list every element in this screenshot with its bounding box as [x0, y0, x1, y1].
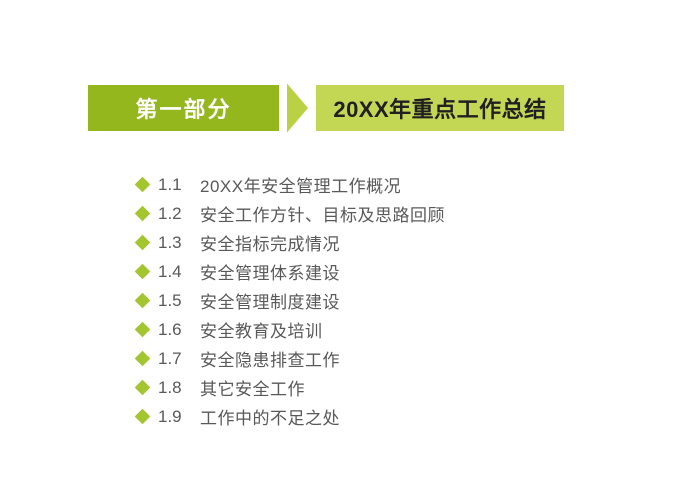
- toc-item-title: 安全指标完成情况: [200, 235, 340, 254]
- toc-item-number: 1.2: [158, 203, 182, 223]
- toc-item-number: 1.8: [158, 377, 182, 397]
- toc-item-number: 1.4: [158, 261, 182, 281]
- section-title-label: 20XX年重点工作总结: [333, 97, 547, 122]
- diamond-bullet-icon: [134, 292, 151, 309]
- toc-item-number: 1.1: [158, 174, 182, 194]
- toc-item-title: 安全管理制度建设: [200, 293, 340, 312]
- toc-item-title: 安全工作方针、目标及思路回顾: [200, 206, 445, 225]
- section-title-box: 20XX年重点工作总结: [316, 85, 564, 131]
- toc-item: 1.7 安全隐患排查工作: [134, 344, 445, 373]
- toc-item-number: 1.6: [158, 319, 182, 339]
- toc-item-title: 其它安全工作: [200, 380, 305, 399]
- toc-item: 1.9 工作中的不足之处: [134, 402, 445, 431]
- toc-item: 1.6 安全教育及培训: [134, 315, 445, 344]
- toc-item-number: 1.3: [158, 232, 182, 252]
- toc-list: 1.1 20XX年安全管理工作概况 1.2 安全工作方针、目标及思路回顾 1.3…: [134, 170, 445, 431]
- diamond-bullet-icon: [134, 408, 151, 425]
- diamond-bullet-icon: [134, 379, 151, 396]
- toc-item: 1.8 其它安全工作: [134, 373, 445, 402]
- chevron-right-icon: [287, 83, 308, 133]
- diamond-bullet-icon: [134, 234, 151, 251]
- toc-item-title: 安全管理体系建设: [200, 264, 340, 283]
- toc-item-number: 1.9: [158, 406, 182, 426]
- diamond-bullet-icon: [134, 176, 151, 193]
- section-header: 第一部分 20XX年重点工作总结: [88, 83, 564, 133]
- toc-item: 1.3 安全指标完成情况: [134, 228, 445, 257]
- diamond-bullet-icon: [134, 263, 151, 280]
- toc-item-title: 工作中的不足之处: [200, 409, 340, 428]
- toc-item: 1.1 20XX年安全管理工作概况: [134, 170, 445, 199]
- section-number-label: 第一部分: [135, 97, 232, 122]
- toc-item: 1.4 安全管理体系建设: [134, 257, 445, 286]
- toc-item-title: 安全隐患排查工作: [200, 351, 340, 370]
- toc-item-title: 20XX年安全管理工作概况: [200, 177, 402, 196]
- section-number-box: 第一部分: [88, 85, 279, 131]
- toc-item-number: 1.7: [158, 348, 182, 368]
- diamond-bullet-icon: [134, 350, 151, 367]
- toc-item: 1.2 安全工作方针、目标及思路回顾: [134, 199, 445, 228]
- diamond-bullet-icon: [134, 205, 151, 222]
- toc-item-number: 1.5: [158, 290, 182, 310]
- toc-item-title: 安全教育及培训: [200, 322, 323, 341]
- diamond-bullet-icon: [134, 321, 151, 338]
- toc-item: 1.5 安全管理制度建设: [134, 286, 445, 315]
